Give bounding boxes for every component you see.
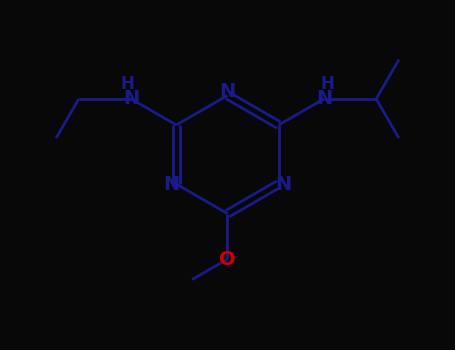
Text: O: O [219, 250, 236, 268]
Text: N: N [123, 89, 139, 108]
Text: N: N [164, 175, 180, 194]
Text: N: N [219, 82, 236, 101]
Text: N: N [316, 89, 332, 108]
Text: N: N [275, 175, 291, 194]
Text: H: H [321, 75, 334, 93]
Text: H: H [121, 75, 134, 93]
